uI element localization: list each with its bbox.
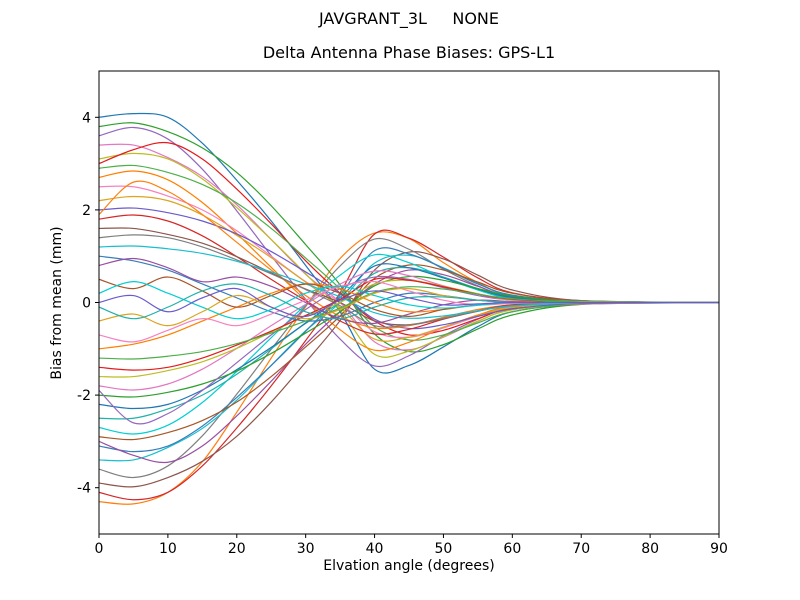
x-tick-label: 80 [641,541,659,557]
series-line-42 [99,287,719,318]
series-line-37 [99,276,719,317]
x-tick-label: 90 [710,541,728,557]
series-line-07 [99,143,719,351]
series-line-35 [99,257,719,325]
y-tick-label: -2 [77,388,91,404]
series-lines [99,112,719,505]
series-line-08 [99,237,719,479]
x-tick-label: 20 [228,541,246,557]
figure-suptitle: JAVGRANT_3L NONE [318,9,500,28]
x-axis-label: Elvation angle (degrees) [323,558,495,574]
series-line-15 [99,170,719,352]
series-line-06 [99,251,719,488]
series-line-03 [99,122,719,353]
x-tick-label: 0 [95,541,104,557]
series-line-02 [99,231,719,505]
series-line-17 [99,185,719,339]
y-axis-label: Bias from mean (mm) [49,226,65,380]
series-line-31 [99,245,719,319]
x-tick-label: 50 [435,541,453,557]
series-line-34 [99,286,719,360]
x-tick-label: 40 [366,541,384,557]
series-line-18 [99,253,719,435]
y-tick-label: 4 [82,110,91,126]
x-tick-label: 10 [159,541,177,557]
y-tick-label: -4 [77,481,91,497]
x-tick-label: 60 [503,541,521,557]
series-line-38 [99,280,719,343]
series-line-09 [99,152,719,358]
axis-ticks: 0 10 20 30 40 50 60 70 80 90 -4 -2 0 2 4 [77,110,728,557]
x-tick-label: 30 [297,541,315,557]
chart-title: Delta Antenna Phase Biases: GPS-L1 [262,43,556,62]
y-tick-label: 2 [82,203,91,219]
y-tick-label: 0 [82,296,91,312]
series-line-20 [99,266,719,420]
series-line-05 [99,126,719,368]
x-tick-label: 70 [572,541,590,557]
series-line-40 [99,287,719,327]
